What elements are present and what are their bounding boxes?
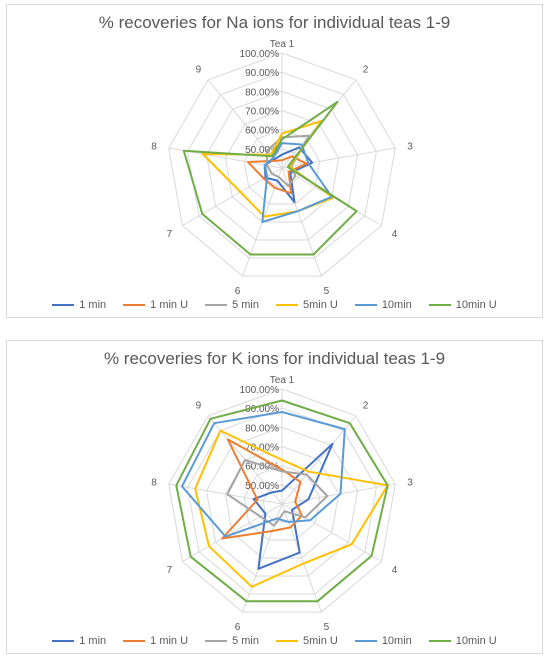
legend-label: 1 min <box>79 635 107 647</box>
legend-swatch <box>52 304 75 306</box>
legend-item: 10min U <box>428 635 497 647</box>
series-line <box>175 399 389 603</box>
legend-label: 10min U <box>455 299 497 311</box>
legend-label: 5min U <box>302 635 338 647</box>
radial-tick-label: 70.00% <box>245 443 279 454</box>
radial-tick-label: 50.00% <box>245 481 279 492</box>
series-line <box>182 100 358 256</box>
category-label: 8 <box>151 477 157 488</box>
na-radar-plot: 50.00% 60.00% 70.00% 80.00% 90.00% 100.00%Tea… <box>151 39 413 297</box>
legend-label: 1 min <box>79 299 107 311</box>
grid-ring <box>168 388 396 613</box>
grid-ring <box>243 129 321 205</box>
k-radar-plot: 50.00% 60.00% 70.00% 80.00% 90.00% 100.00%Tea… <box>151 375 413 633</box>
grid-ring <box>205 90 359 241</box>
category-label: 4 <box>392 229 398 240</box>
na-chart-title: % recoveries for Na ions for individual … <box>98 13 451 32</box>
legend-item: 5min U <box>275 635 338 647</box>
category-label: 4 <box>392 565 398 576</box>
category-label: 2 <box>363 64 369 75</box>
legend-swatch <box>428 640 451 642</box>
series-line <box>247 155 308 195</box>
radar-spoke <box>281 503 382 562</box>
category-label: 6 <box>235 286 241 297</box>
category-label: 2 <box>363 400 369 411</box>
radial-tick-label: 80.00% <box>245 87 279 98</box>
legend-item: 5 min <box>205 299 259 311</box>
radial-tick-label: 100.00% <box>240 49 280 60</box>
grid-ring <box>187 407 377 595</box>
legend-item: 1 min <box>52 299 106 311</box>
radar-spoke <box>207 79 283 169</box>
legend-swatch <box>354 640 377 642</box>
k-chart-legend: 1 min 1 min U 5 min 5min U 10min 10min U <box>7 635 542 647</box>
legend-item: 10min <box>354 299 412 311</box>
radial-tick-label: 100.00% <box>240 385 280 396</box>
radial-tick-label: 50.00% <box>245 145 279 156</box>
legend-swatch <box>52 640 75 642</box>
radial-tick-label: 80.00% <box>245 423 279 434</box>
category-label: 3 <box>407 477 413 488</box>
legend-swatch <box>428 304 451 306</box>
radar-spoke <box>281 147 396 169</box>
grid-ring <box>187 71 377 259</box>
legend-label: 5 min <box>232 299 259 311</box>
k-chart-panel: 50.00% 60.00% 70.00% 80.00% 90.00% 100.00% Tea… <box>6 340 543 654</box>
radial-tick-label: 60.00% <box>245 126 279 137</box>
legend-label: 10min U <box>455 635 497 647</box>
legend-label: 5 min <box>232 635 259 647</box>
category-label: 9 <box>196 400 202 411</box>
radial-tick-label: 60.00% <box>245 462 279 473</box>
category-label: 5 <box>324 622 330 633</box>
legend-label: 1 min U <box>150 635 189 647</box>
radar-spoke <box>242 503 283 613</box>
legend-swatch <box>205 640 228 642</box>
grid-ring <box>224 109 340 223</box>
legend-item: 1 min <box>52 635 106 647</box>
legend-item: 1 min U <box>123 299 188 311</box>
legend-label: 5min U <box>302 299 338 311</box>
legend-swatch <box>275 640 298 642</box>
series-line <box>252 442 334 570</box>
category-label: Tea 1 <box>270 39 295 50</box>
series-line <box>221 438 303 540</box>
k-chart-title: % recoveries for K ions for individual t… <box>103 349 446 368</box>
legend-swatch <box>275 304 298 306</box>
category-label: 6 <box>235 622 241 633</box>
grid-ring <box>205 426 359 577</box>
radar-spoke <box>281 415 357 505</box>
series-line <box>261 142 333 223</box>
legend-swatch <box>123 304 146 306</box>
series-line <box>194 429 389 588</box>
category-label: Tea 1 <box>270 375 295 386</box>
legend-item: 5min U <box>275 299 338 311</box>
category-label: 8 <box>151 141 157 152</box>
legend-swatch <box>205 304 228 306</box>
legend-item: 10min U <box>428 299 497 311</box>
legend-item: 10min <box>354 635 412 647</box>
category-label: 3 <box>407 141 413 152</box>
radar-spoke <box>168 483 283 505</box>
na-chart-panel: 50.00% 60.00% 70.00% 80.00% 90.00% 100.00% Tea… <box>6 4 543 318</box>
grid-ring <box>168 52 396 277</box>
na-chart-legend: 1 min 1 min U 5 min 5min U 10min 10min U <box>7 299 542 311</box>
legend-label: 10min <box>381 299 412 311</box>
radial-tick-label: 90.00% <box>245 68 279 79</box>
series-line <box>181 411 346 538</box>
radial-tick-label: 90.00% <box>245 404 279 415</box>
legend-label: 10min <box>381 635 412 647</box>
category-label: 7 <box>167 229 173 240</box>
category-label: 9 <box>196 64 202 75</box>
legend-item: 5 min <box>205 635 259 647</box>
legend-swatch <box>123 640 146 642</box>
legend-label: 1 min U <box>150 299 189 311</box>
category-label: 7 <box>167 565 173 576</box>
legend-item: 1 min U <box>123 635 188 647</box>
category-label: 5 <box>324 286 330 297</box>
legend-swatch <box>354 304 377 306</box>
radial-tick-label: 70.00% <box>245 107 279 118</box>
